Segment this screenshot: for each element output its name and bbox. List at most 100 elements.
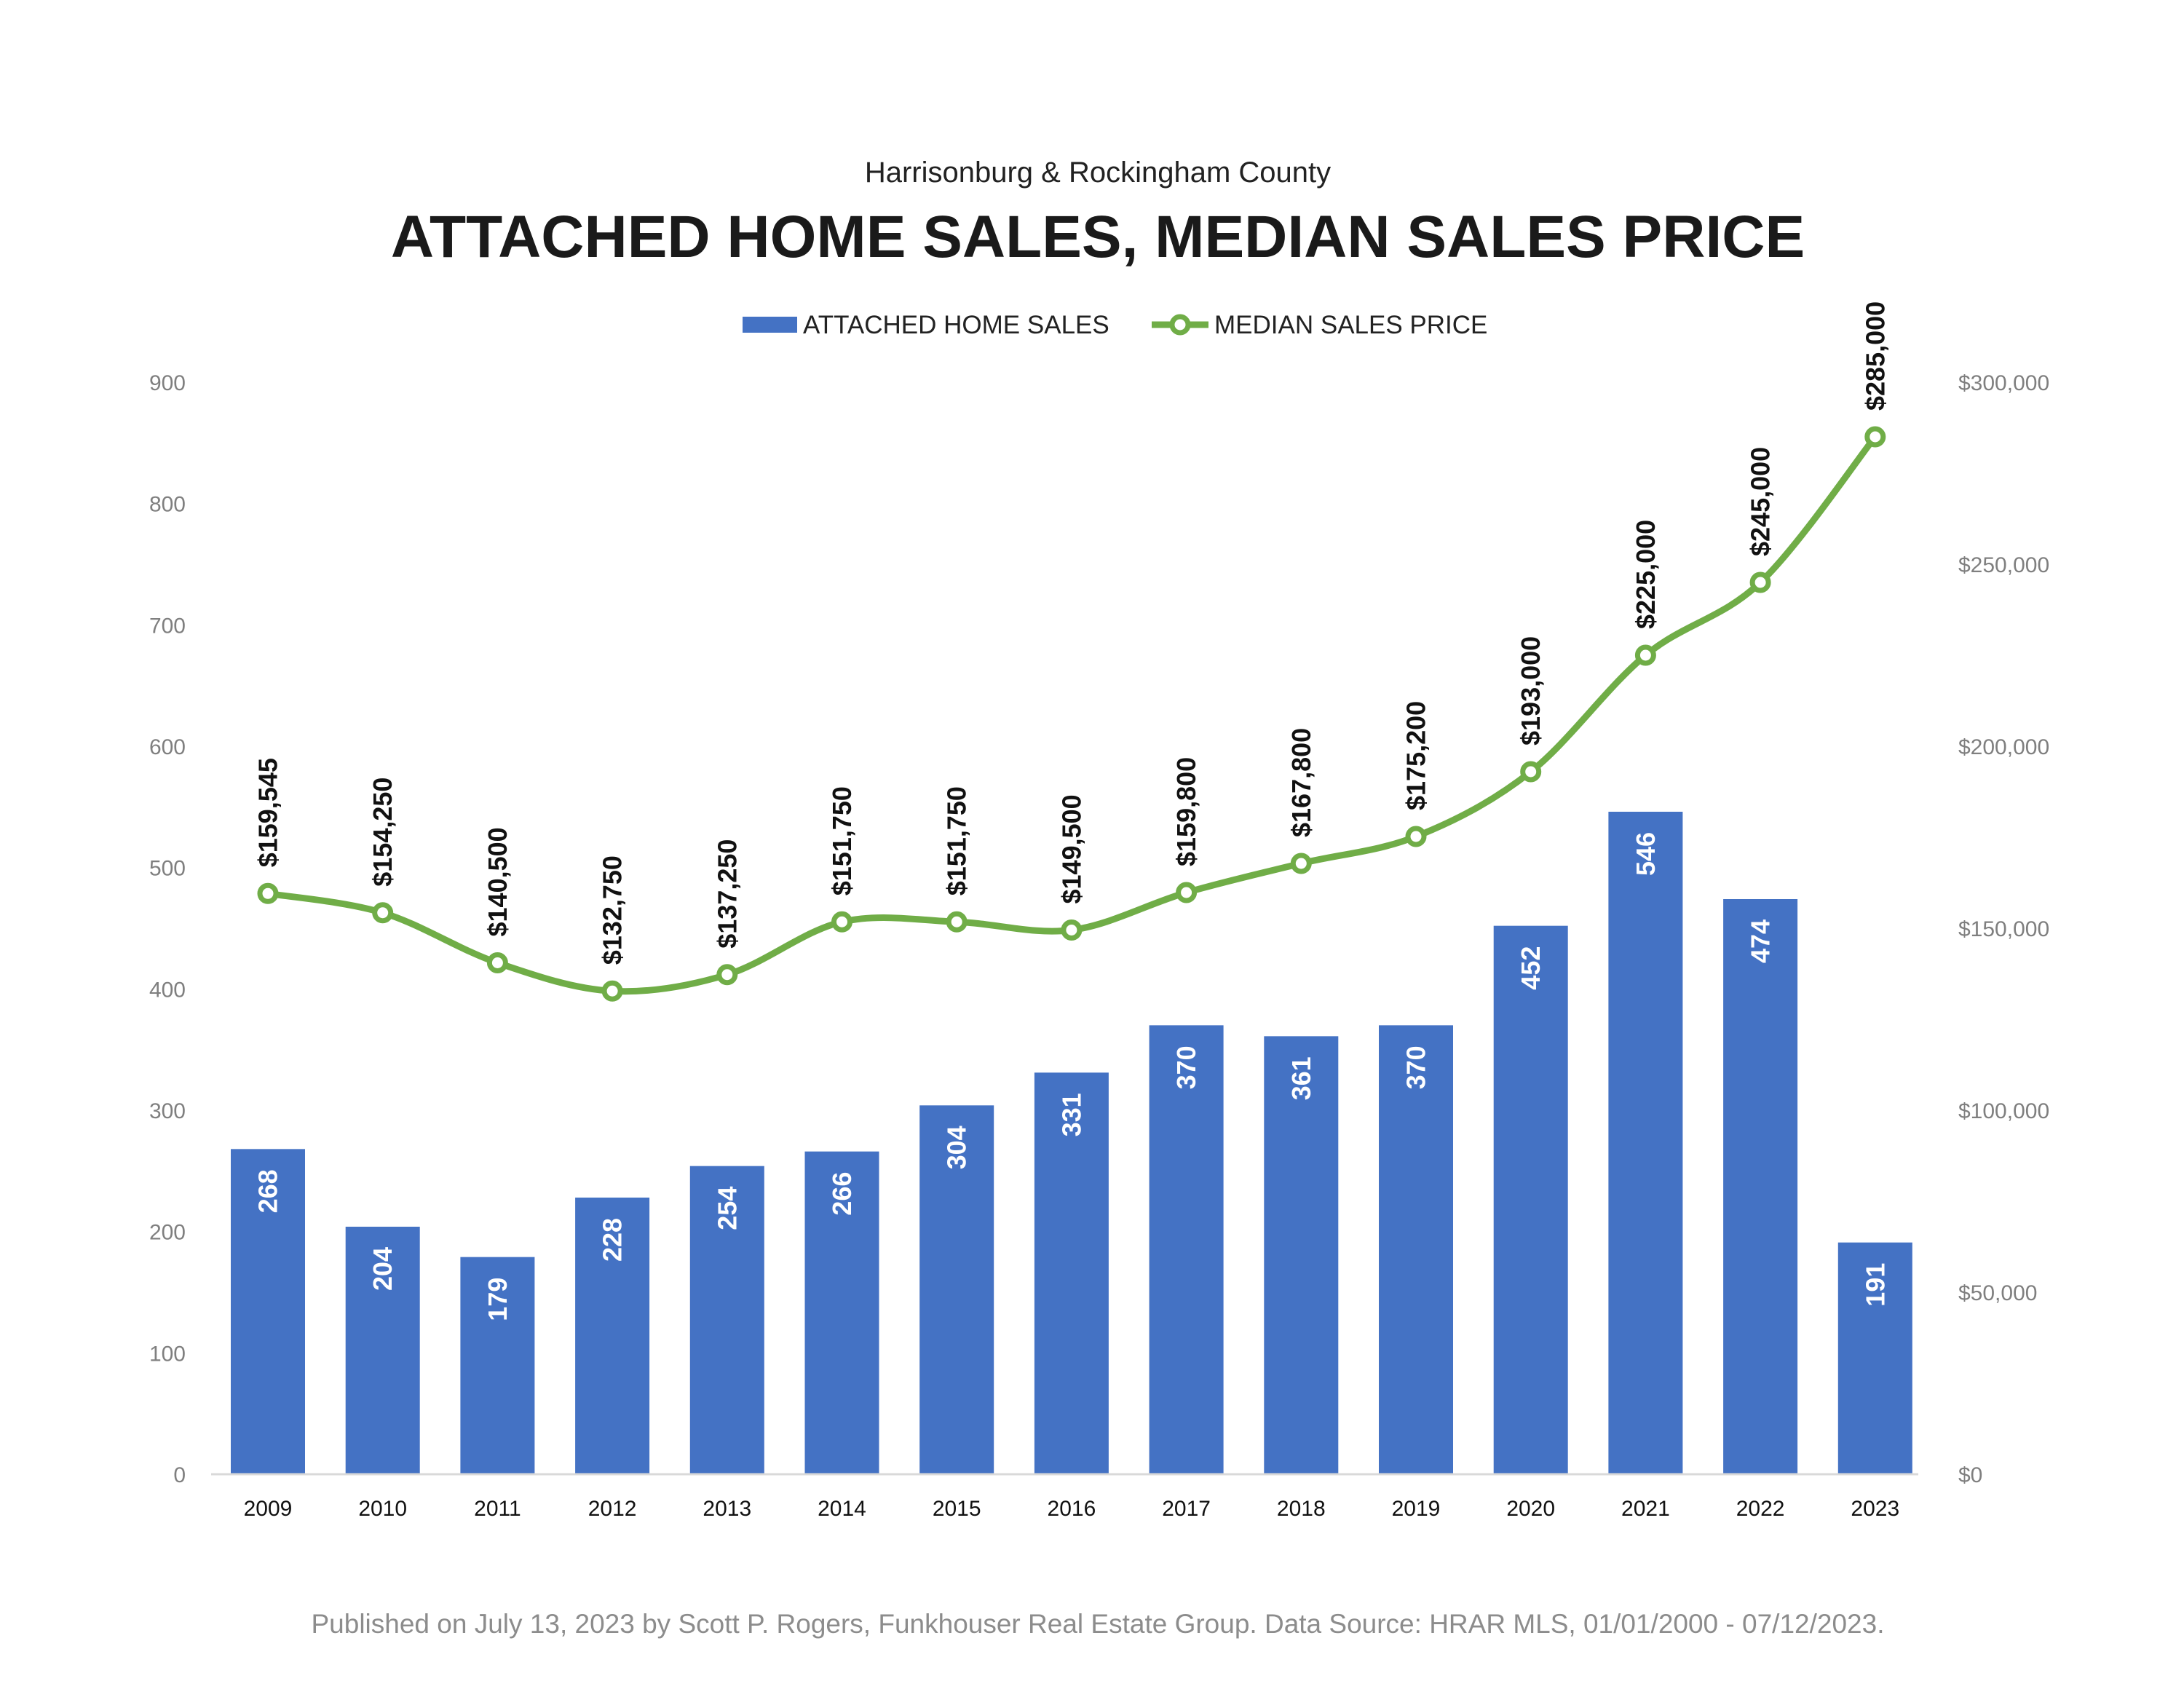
line-point (1176, 882, 1198, 903)
line-point (946, 911, 968, 933)
left-axis-tick-label: 0 (173, 1463, 186, 1487)
bar (1034, 1072, 1109, 1474)
left-axis-tick-label: 800 (149, 493, 186, 517)
x-axis-tick-label: 2012 (588, 1497, 637, 1521)
left-axis-tick-label: 600 (149, 735, 186, 759)
left-axis-tick-label: 300 (149, 1099, 186, 1123)
bar (919, 1105, 994, 1474)
price-value-label: $151,750 (942, 786, 972, 895)
left-axis-tick-label: 200 (149, 1221, 186, 1245)
price-value-label: $193,000 (1516, 636, 1546, 745)
x-axis-tick-label: 2018 (1277, 1497, 1326, 1521)
price-value-label: $154,250 (368, 778, 397, 887)
x-axis-tick-label: 2016 (1048, 1497, 1096, 1521)
price-value-label: $151,750 (827, 786, 857, 895)
price-value-label: $140,500 (483, 827, 513, 936)
bar (460, 1257, 535, 1474)
bar-data-labels: 268 204 179 228 254 266 304 331 370 361 370 452 546 4… (253, 832, 1891, 1321)
left-axis-tick-label: 100 (149, 1342, 186, 1366)
right-axis-tick-label: $200,000 (1958, 735, 2049, 759)
x-axis-tick-label: 2009 (244, 1497, 293, 1521)
bar-value-label: 179 (483, 1278, 513, 1321)
right-axis-tick-label: $250,000 (1958, 553, 2049, 577)
left-axis-tick-label: 400 (149, 978, 186, 1002)
bar (1608, 812, 1683, 1474)
line-point (257, 882, 279, 904)
right-axis-tick-label: $0 (1958, 1463, 1982, 1487)
price-value-label: $159,545 (253, 758, 283, 867)
line-point (1290, 853, 1312, 874)
right-axis-tick-label: $150,000 (1958, 917, 2049, 941)
chart-title: ATTACHED HOME SALES, MEDIAN SALES PRICE (391, 204, 1805, 270)
left-axis-tick-label: 700 (149, 614, 186, 638)
line-point (1061, 919, 1083, 941)
price-value-label: $285,000 (1860, 301, 1890, 411)
legend-label-bar: ATTACHED HOME SALES (803, 311, 1109, 339)
bar (1493, 925, 1568, 1474)
bar (1264, 1036, 1339, 1474)
price-value-label: $149,500 (1056, 794, 1086, 903)
price-value-label: $175,200 (1401, 701, 1431, 810)
bar (1149, 1025, 1224, 1474)
legend-swatch-bar (743, 317, 797, 333)
x-axis-tick-label: 2011 (474, 1497, 521, 1521)
bar (231, 1149, 305, 1474)
left-axis-tick-label: 900 (149, 371, 186, 395)
bar-value-label: 331 (1056, 1093, 1086, 1136)
x-axis-tick-label: 2017 (1162, 1497, 1211, 1521)
bar-value-label: 254 (712, 1187, 742, 1230)
bar (1723, 899, 1798, 1474)
x-axis-tick-label: 2013 (703, 1497, 751, 1521)
right-y-axis: $0 $50,000 $100,000 $150,000 $200,000 $250,00… (1958, 371, 2049, 1487)
legend-swatch-marker (1169, 314, 1191, 336)
bar-value-label: 361 (1286, 1056, 1316, 1100)
price-value-label: $225,000 (1631, 520, 1661, 629)
bar-series (231, 812, 1912, 1474)
left-axis-tick-label: 500 (149, 857, 186, 881)
x-axis: 2009 2010 2011 2012 2013 2014 2015 2016 2017 2018… (244, 1497, 1900, 1521)
price-value-label: $159,800 (1171, 757, 1201, 866)
right-axis-tick-label: $50,000 (1958, 1281, 2037, 1305)
line-point (1749, 571, 1771, 593)
price-value-label: $137,250 (712, 839, 742, 949)
left-y-axis: 0 100 200 300 400 500 600 700 800 900 (149, 371, 186, 1487)
bar-value-label: 191 (1860, 1263, 1890, 1307)
median-price-line (264, 433, 1879, 995)
line-point (486, 952, 508, 973)
bar (804, 1151, 879, 1474)
footer-note: Published on July 13, 2023 by Scott P. R… (312, 1609, 1885, 1639)
line-point (1634, 644, 1656, 666)
bar (689, 1166, 764, 1474)
bar-value-label: 266 (827, 1172, 857, 1216)
bar-value-label: 304 (942, 1126, 972, 1169)
bar-value-label: 268 (253, 1169, 283, 1213)
price-value-label: $167,800 (1286, 728, 1316, 837)
legend-label-line: MEDIAN SALES PRICE (1214, 311, 1487, 339)
line-point (831, 911, 852, 933)
right-axis-tick-label: $100,000 (1958, 1099, 2049, 1123)
bar-value-label: 204 (368, 1247, 397, 1291)
line-data-labels: $159,545 $154,250 $140,500 $132,750 $137,250… (253, 301, 1891, 965)
bar-value-label: 370 (1401, 1045, 1431, 1089)
bar-value-label: 452 (1516, 946, 1546, 990)
bar (1837, 1242, 1912, 1474)
price-value-label: $132,750 (598, 855, 628, 965)
line-series (257, 426, 1886, 1002)
x-axis-tick-label: 2023 (1851, 1497, 1899, 1521)
line-point (1520, 761, 1542, 783)
bar (345, 1227, 420, 1474)
line-point (716, 964, 738, 986)
x-axis-tick-label: 2020 (1506, 1497, 1555, 1521)
x-axis-tick-label: 2010 (358, 1497, 407, 1521)
legend: ATTACHED HOME SALES MEDIAN SALES PRICE (743, 311, 1487, 339)
x-axis-tick-label: 2019 (1392, 1497, 1441, 1521)
line-point (1405, 826, 1427, 847)
x-axis-tick-label: 2022 (1736, 1497, 1785, 1521)
line-point (1864, 426, 1886, 448)
bar-value-label: 228 (598, 1218, 628, 1262)
bar-value-label: 370 (1171, 1045, 1201, 1089)
x-axis-tick-label: 2021 (1621, 1497, 1670, 1521)
bar (1379, 1025, 1453, 1474)
